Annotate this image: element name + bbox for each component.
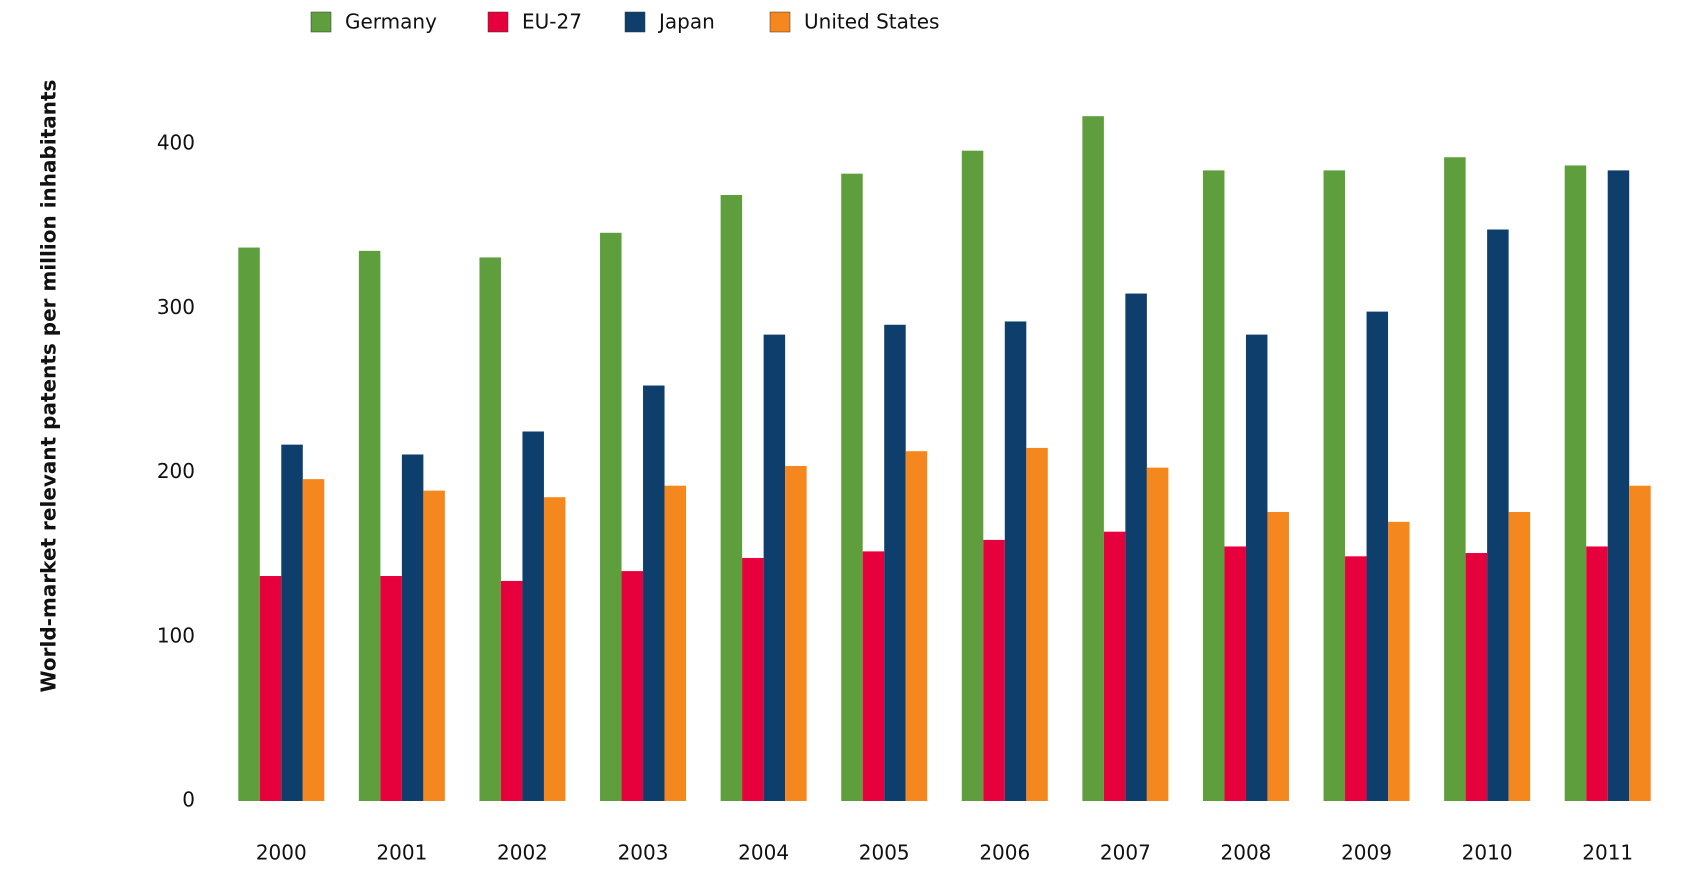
bar — [621, 571, 644, 801]
y-tick-label: 300 — [157, 295, 195, 319]
legend-label: EU-27 — [522, 10, 582, 34]
legend-label: United States — [804, 10, 939, 34]
bar — [1444, 157, 1466, 801]
legend-swatch — [769, 11, 791, 33]
y-axis-title: World-market relevant patents per millio… — [37, 80, 61, 693]
x-tick-label: 2004 — [738, 841, 789, 865]
bar — [380, 576, 402, 801]
bar — [1465, 553, 1488, 801]
bar — [1607, 170, 1630, 802]
bar — [862, 551, 885, 801]
bar — [1388, 521, 1410, 801]
bar — [1629, 485, 1651, 801]
bar — [720, 195, 743, 801]
bar — [1026, 447, 1048, 801]
bar — [1564, 165, 1587, 801]
bar — [1125, 293, 1147, 801]
bar — [1267, 511, 1289, 801]
bar — [1004, 321, 1027, 801]
bar — [500, 580, 523, 801]
y-tick-label: 400 — [157, 131, 195, 155]
bar — [479, 257, 501, 801]
bar — [423, 490, 445, 801]
legend-swatch — [487, 11, 509, 33]
bar — [281, 444, 303, 801]
bar — [600, 232, 622, 801]
bar — [841, 173, 863, 801]
x-tick-label: 2010 — [1462, 841, 1513, 865]
bar — [302, 479, 325, 801]
x-tick-label: 2001 — [376, 841, 427, 865]
x-tick-label: 2011 — [1582, 841, 1633, 865]
legend-label: Japan — [657, 10, 715, 34]
bar — [259, 576, 282, 801]
y-tick-label: 0 — [182, 788, 195, 812]
bar — [1586, 546, 1608, 801]
bar — [1082, 116, 1104, 801]
x-tick-label: 2003 — [618, 841, 669, 865]
bar — [905, 451, 928, 801]
bar — [1323, 170, 1346, 802]
bar — [884, 324, 906, 801]
legend-swatch — [310, 11, 332, 33]
x-tick-label: 2007 — [1100, 841, 1151, 865]
bar — [1202, 170, 1225, 802]
bar — [983, 539, 1005, 801]
bar — [1366, 311, 1389, 801]
bar — [1224, 546, 1246, 801]
bar — [1508, 511, 1531, 801]
bar — [522, 431, 544, 801]
bar — [1487, 229, 1509, 802]
legend-label: Germany — [345, 10, 437, 34]
y-tick-label: 100 — [157, 623, 195, 647]
x-tick-label: 2000 — [256, 841, 307, 865]
bar — [1245, 334, 1268, 801]
x-tick-label: 2005 — [859, 841, 910, 865]
bar — [785, 465, 807, 801]
bar — [961, 150, 984, 801]
x-tick-label: 2009 — [1341, 841, 1392, 865]
bar — [664, 485, 687, 801]
bar — [543, 497, 566, 801]
bar — [238, 247, 260, 801]
bar — [1103, 531, 1126, 801]
y-tick-label: 200 — [157, 459, 195, 483]
bar — [1146, 467, 1169, 801]
bar — [401, 454, 424, 801]
legend-swatch — [624, 11, 646, 33]
x-tick-label: 2008 — [1221, 841, 1272, 865]
bar — [358, 250, 381, 801]
bar — [742, 557, 764, 801]
bar — [1345, 556, 1367, 801]
bar — [763, 334, 786, 801]
bar — [643, 385, 665, 801]
x-tick-label: 2006 — [979, 841, 1030, 865]
x-tick-label: 2002 — [497, 841, 548, 865]
